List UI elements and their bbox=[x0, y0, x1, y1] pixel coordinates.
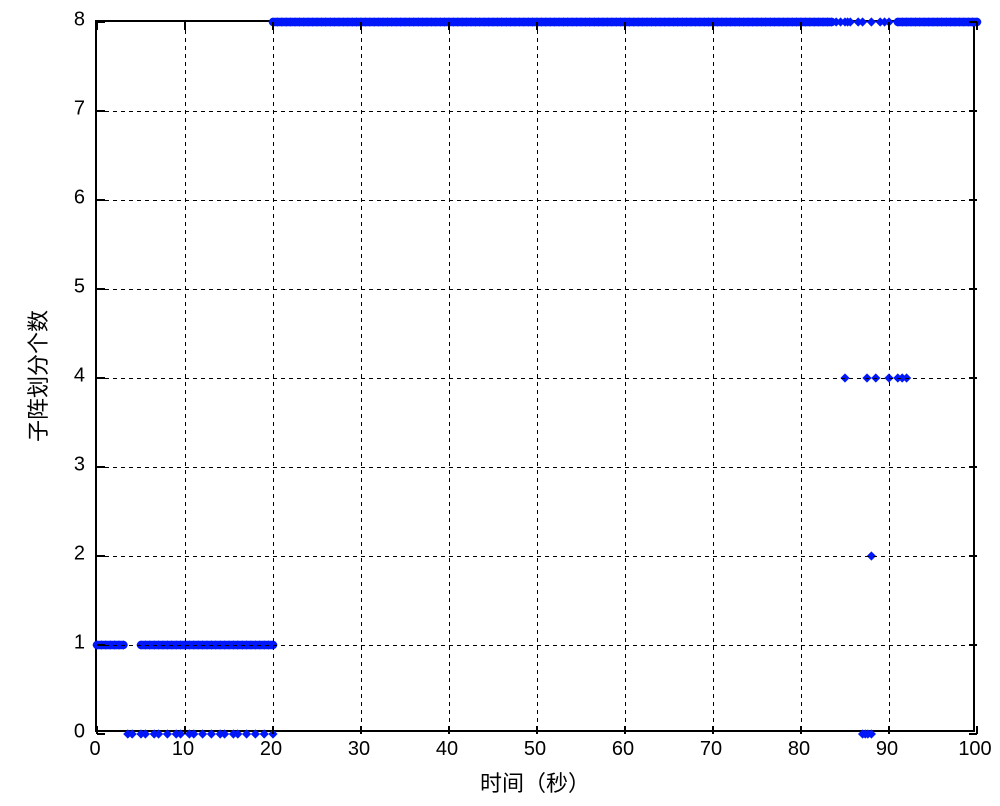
data-marker bbox=[243, 730, 251, 738]
x-tick-mark bbox=[448, 726, 450, 734]
y-tick-label: 2 bbox=[74, 543, 85, 566]
y-tick-mark bbox=[969, 110, 977, 112]
y-tick-mark bbox=[97, 110, 105, 112]
x-tick-label: 80 bbox=[788, 738, 810, 761]
y-tick-mark bbox=[969, 644, 977, 646]
x-tick-mark bbox=[624, 22, 626, 30]
y-tick-mark bbox=[97, 377, 105, 379]
y-tick-mark bbox=[97, 466, 105, 468]
grid-line-h bbox=[97, 645, 977, 646]
data-marker bbox=[868, 18, 876, 26]
data-marker bbox=[164, 730, 172, 738]
y-tick-mark bbox=[969, 377, 977, 379]
x-tick-label: 30 bbox=[348, 738, 370, 761]
x-tick-mark bbox=[536, 22, 538, 30]
x-tick-label: 60 bbox=[612, 738, 634, 761]
y-tick-label: 5 bbox=[74, 276, 85, 299]
y-tick-label: 0 bbox=[74, 721, 85, 744]
plot-area bbox=[95, 20, 975, 732]
x-tick-mark bbox=[536, 726, 538, 734]
y-tick-mark bbox=[97, 733, 105, 735]
y-tick-label: 6 bbox=[74, 187, 85, 210]
x-tick-label: 10 bbox=[172, 738, 194, 761]
data-marker bbox=[208, 730, 216, 738]
grid-line-h bbox=[97, 378, 977, 379]
data-marker bbox=[260, 730, 268, 738]
x-tick-mark bbox=[800, 726, 802, 734]
y-tick-label: 8 bbox=[74, 9, 85, 32]
x-tick-mark bbox=[96, 22, 98, 30]
x-tick-mark bbox=[360, 726, 362, 734]
y-tick-mark bbox=[969, 555, 977, 557]
y-tick-mark bbox=[969, 21, 977, 23]
grid-line-h bbox=[97, 200, 977, 201]
grid-line-h bbox=[97, 556, 977, 557]
grid-line-h bbox=[97, 289, 977, 290]
data-marker bbox=[252, 730, 260, 738]
y-tick-mark bbox=[97, 644, 105, 646]
x-tick-mark bbox=[712, 22, 714, 30]
x-tick-label: 70 bbox=[700, 738, 722, 761]
grid-line-h bbox=[97, 467, 977, 468]
x-tick-mark bbox=[976, 22, 978, 30]
x-tick-label: 90 bbox=[876, 738, 898, 761]
x-tick-label: 100 bbox=[958, 738, 991, 761]
y-tick-mark bbox=[969, 288, 977, 290]
y-tick-mark bbox=[969, 199, 977, 201]
figure-container: 时间（秒） 子阵划分个数 0 10 20 30 40 50 60 70 80 90 100 0 1 2 3 4… bbox=[0, 0, 1000, 806]
x-tick-mark bbox=[272, 726, 274, 734]
x-tick-mark bbox=[800, 22, 802, 30]
x-tick-mark bbox=[360, 22, 362, 30]
x-tick-mark bbox=[448, 22, 450, 30]
x-tick-mark bbox=[888, 22, 890, 30]
y-tick-label: 1 bbox=[74, 632, 85, 655]
y-tick-mark bbox=[97, 199, 105, 201]
x-tick-mark bbox=[888, 726, 890, 734]
x-tick-label: 20 bbox=[260, 738, 282, 761]
x-tick-mark bbox=[272, 22, 274, 30]
y-tick-label: 7 bbox=[74, 98, 85, 121]
y-tick-mark bbox=[97, 288, 105, 290]
x-axis-label: 时间（秒） bbox=[480, 766, 590, 798]
x-tick-label: 40 bbox=[436, 738, 458, 761]
x-tick-mark bbox=[624, 726, 626, 734]
data-marker bbox=[199, 730, 207, 738]
x-tick-label: 0 bbox=[89, 738, 100, 761]
x-tick-mark bbox=[712, 726, 714, 734]
y-tick-label: 3 bbox=[74, 454, 85, 477]
y-tick-mark bbox=[969, 466, 977, 468]
x-tick-mark bbox=[184, 22, 186, 30]
y-tick-label: 4 bbox=[74, 365, 85, 388]
grid-line-h bbox=[97, 111, 977, 112]
x-tick-label: 50 bbox=[524, 738, 546, 761]
x-tick-mark bbox=[184, 726, 186, 734]
y-tick-mark bbox=[969, 733, 977, 735]
y-axis-label: 子阵划分个数 bbox=[21, 310, 53, 442]
y-tick-mark bbox=[97, 21, 105, 23]
y-tick-mark bbox=[97, 555, 105, 557]
